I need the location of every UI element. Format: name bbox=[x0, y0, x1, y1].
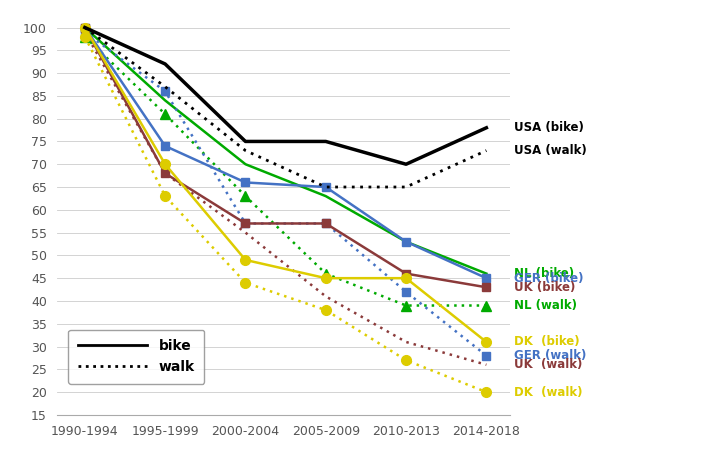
Text: DK  (bike): DK (bike) bbox=[515, 336, 580, 349]
Legend: bike, walk: bike, walk bbox=[68, 330, 204, 384]
Text: NL (bike): NL (bike) bbox=[515, 267, 574, 280]
Text: DK  (walk): DK (walk) bbox=[515, 385, 583, 399]
Text: UK (bike): UK (bike) bbox=[515, 281, 576, 294]
Text: UK  (walk): UK (walk) bbox=[515, 358, 583, 371]
Text: USA (walk): USA (walk) bbox=[515, 144, 587, 157]
Text: GER (bike): GER (bike) bbox=[515, 272, 584, 285]
Text: GER (walk): GER (walk) bbox=[515, 349, 587, 362]
Text: NL (walk): NL (walk) bbox=[515, 299, 578, 312]
Text: USA (bike): USA (bike) bbox=[515, 121, 584, 134]
